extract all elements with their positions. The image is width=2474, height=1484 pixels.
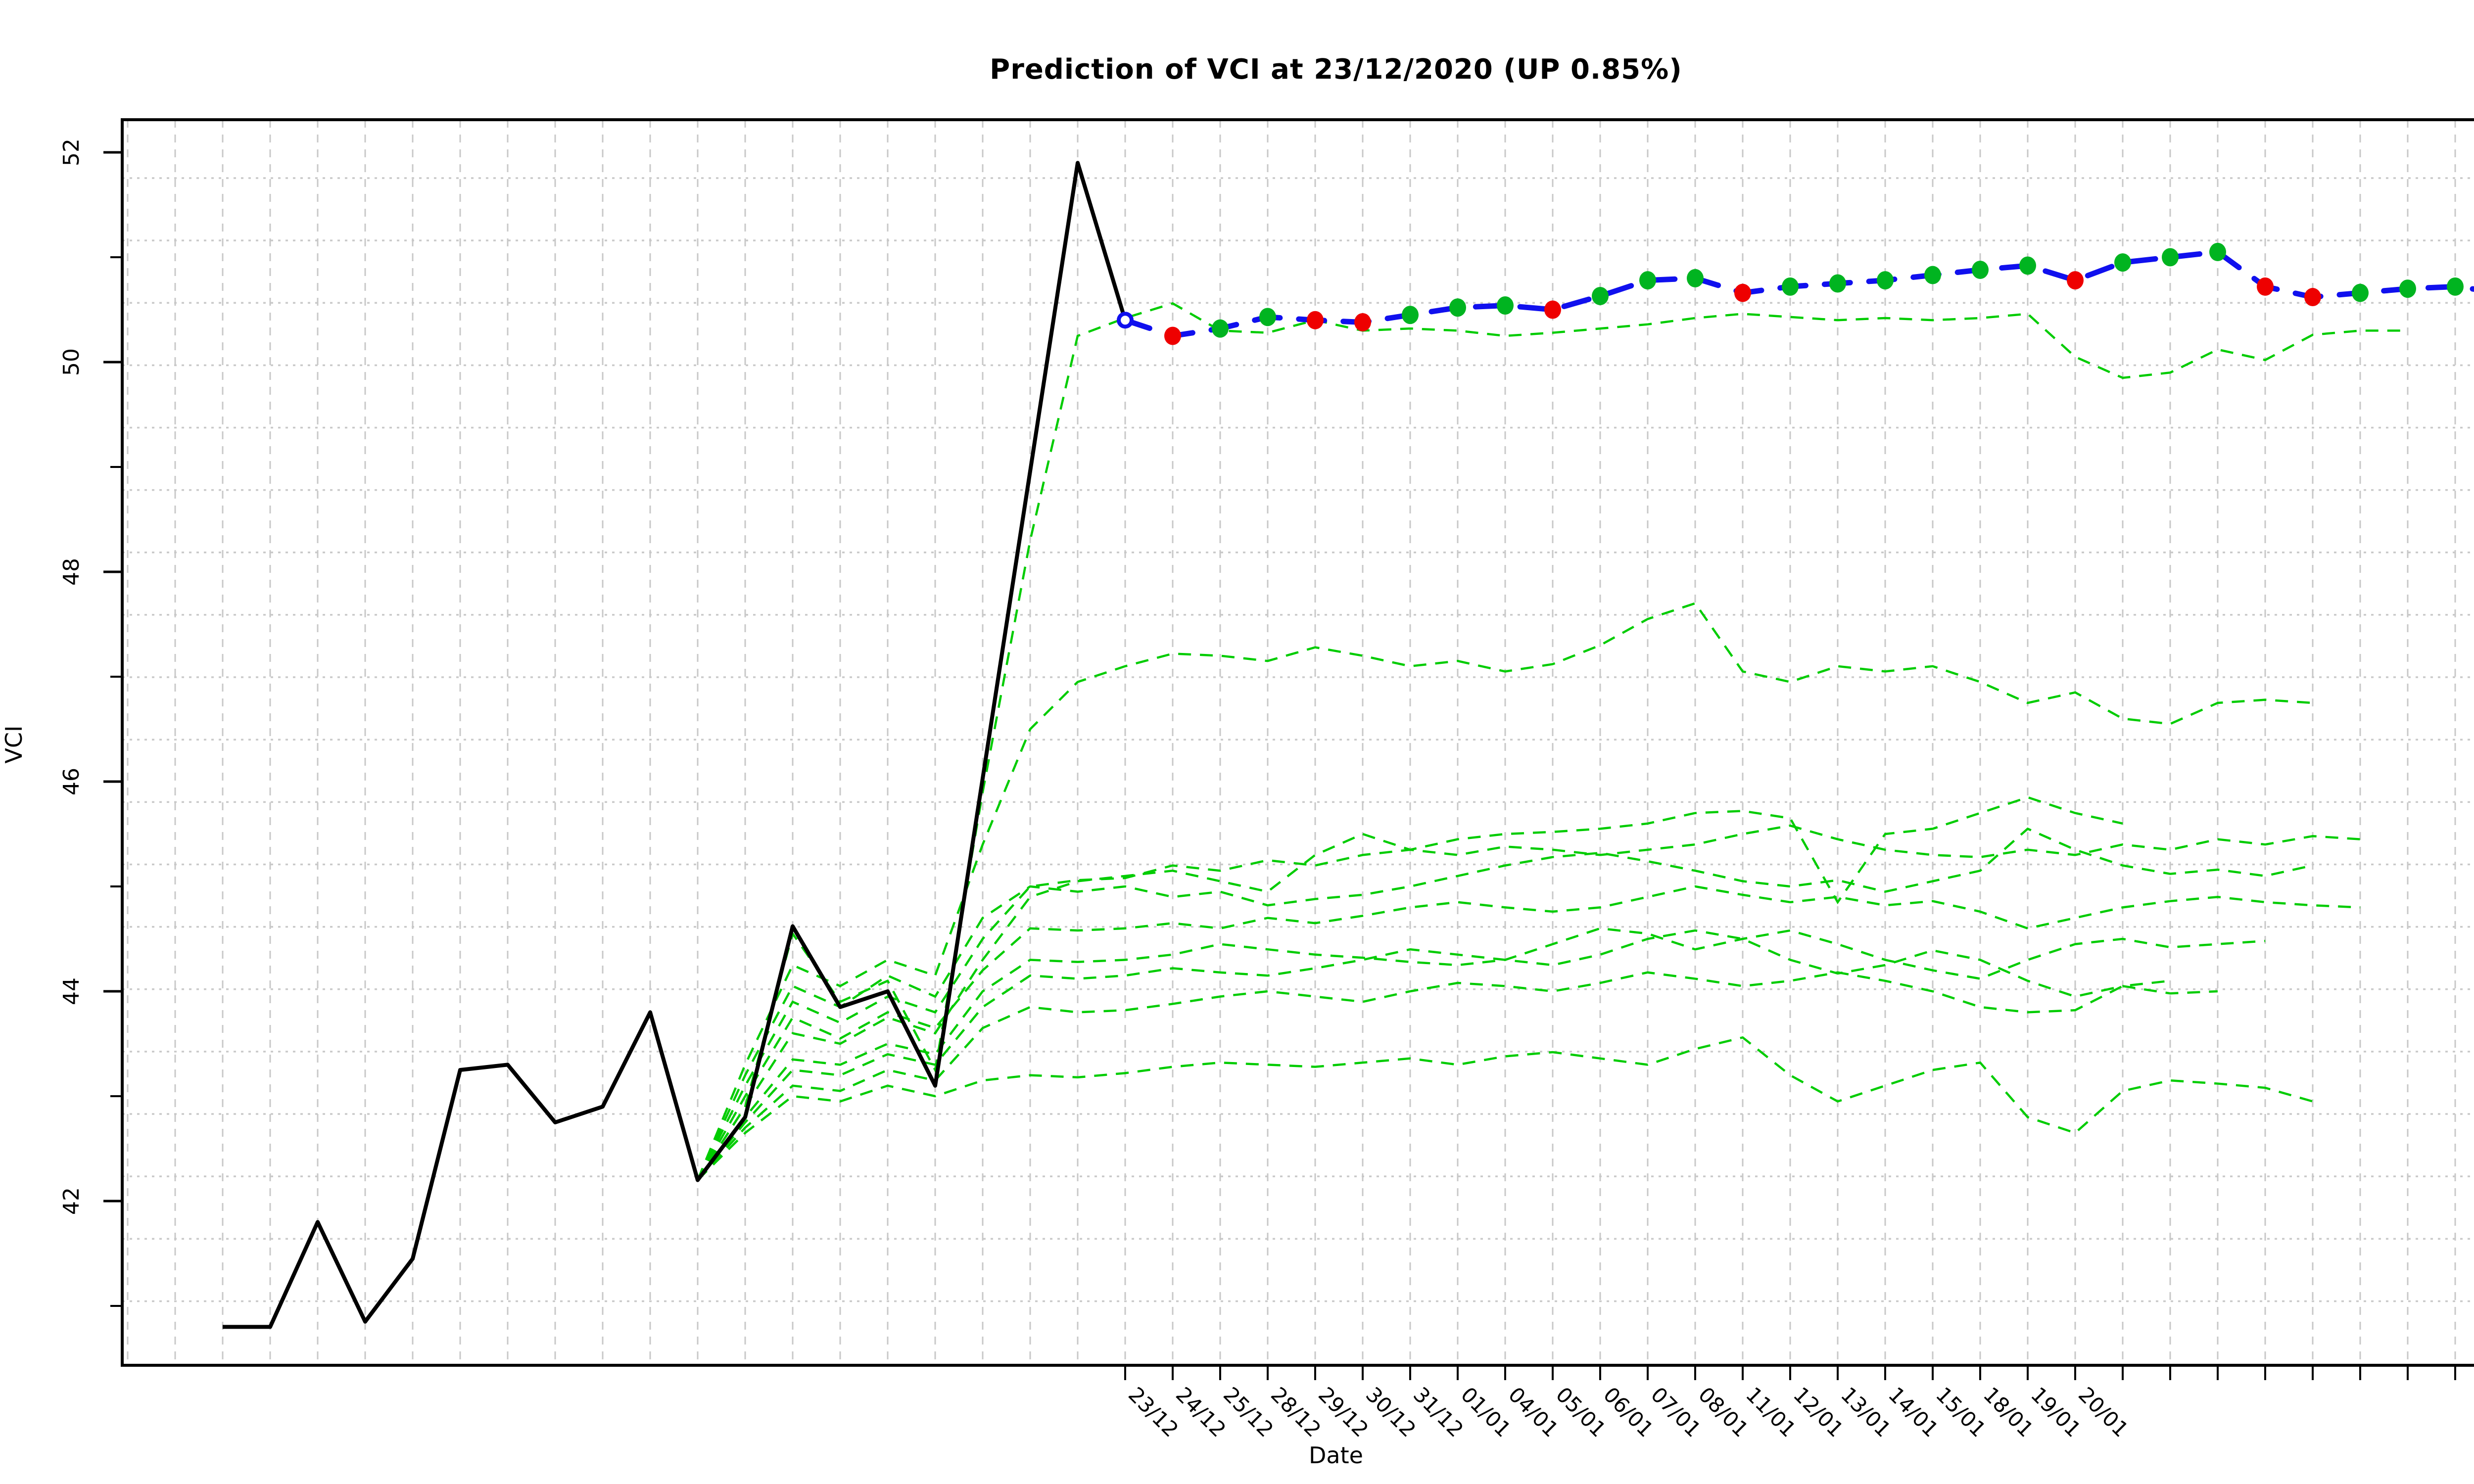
prediction-marker-down: [1164, 326, 1181, 345]
prediction-marker-up: [1924, 266, 1941, 284]
x-tick-label: 08/01: [1694, 1382, 1753, 1441]
x-tick-label: 01/01: [1456, 1382, 1516, 1441]
prediction-marker-down: [1734, 283, 1751, 302]
x-tick-label: 12/01: [1789, 1382, 1848, 1441]
prediction-marker-down: [2067, 271, 2084, 290]
x-tick-label: 04/01: [1504, 1382, 1563, 1441]
prediction-marker-up: [1972, 260, 1989, 279]
prediction-marker-up: [1829, 274, 1846, 293]
x-tick-label: 15/01: [1931, 1382, 1991, 1441]
plot-frame: [121, 118, 2474, 1367]
prediction-marker-up: [2352, 283, 2369, 302]
y-axis-title: VCI: [0, 725, 27, 764]
x-tick-label: 14/01: [1884, 1382, 1943, 1441]
simulation-line-10: [697, 885, 2361, 1181]
y-tick-label: 42: [59, 1187, 84, 1215]
prediction-start-marker: [1117, 312, 1134, 329]
x-tick-label: 18/01: [1979, 1382, 2038, 1441]
prediction-marker-up: [2399, 279, 2416, 298]
prediction-marker-up: [2209, 242, 2226, 261]
prediction-marker-up: [1259, 308, 1276, 326]
x-tick-label: 20/01: [2074, 1382, 2133, 1441]
prediction-marker-down: [2257, 277, 2274, 296]
prediction-marker-up: [1497, 296, 1514, 315]
x-tick-label: 05/01: [1551, 1382, 1611, 1441]
y-tick-label: 46: [59, 768, 84, 795]
x-tick-label: 06/01: [1599, 1382, 1658, 1441]
x-tick-label: 23/12: [1124, 1382, 1183, 1441]
prediction-line: [1122, 249, 2474, 339]
prediction-marker-up: [1402, 306, 1419, 325]
y-tick-label: 52: [59, 139, 84, 166]
simulation-line-1: [697, 302, 2408, 1181]
simulation-line-6: [697, 927, 2266, 1181]
prediction-marker-down: [1307, 311, 1324, 329]
x-tick-label: 28/12: [1266, 1382, 1326, 1441]
x-tick-label: 11/01: [1741, 1382, 1801, 1441]
simulation-line-9: [697, 1036, 2313, 1181]
historical-line: [223, 161, 1127, 1329]
prediction-marker-down: [1354, 313, 1371, 331]
simulation-line-8: [697, 971, 2171, 1181]
x-tick-label: 19/01: [2026, 1382, 2086, 1441]
prediction-marker-up: [2162, 248, 2179, 267]
prediction-marker-up: [1877, 271, 1894, 290]
prediction-marker-up: [1592, 286, 1609, 305]
x-tick-label: 13/01: [1836, 1382, 1896, 1441]
y-tick-label: 50: [59, 348, 84, 376]
x-tick-label: 29/12: [1314, 1382, 1373, 1441]
prediction-marker-up: [1687, 269, 1704, 287]
prediction-marker-up: [1639, 271, 1656, 290]
prediction-marker-up: [1782, 277, 1799, 296]
prediction-marker-down: [1544, 300, 1561, 319]
x-axis-title: Date: [1309, 1442, 1363, 1469]
y-tick-label: 44: [59, 977, 84, 1005]
simulation-line-5: [696, 827, 2313, 1181]
x-tick-label: 24/12: [1171, 1382, 1231, 1441]
chart-title: Prediction of VCI at 23/12/2020 (UP 0.85…: [990, 53, 1682, 86]
prediction-marker-up: [2114, 253, 2131, 272]
x-tick-label: 25/12: [1219, 1382, 1278, 1441]
simulation-line-7: [697, 929, 2218, 1181]
prediction-marker-up: [1449, 298, 1466, 317]
prediction-marker-up: [1212, 319, 1229, 338]
prediction-marker-up: [2447, 277, 2464, 296]
x-tick-label: 30/12: [1361, 1382, 1421, 1441]
x-tick-label: 07/01: [1646, 1382, 1706, 1441]
prediction-marker-down: [2304, 288, 2321, 307]
y-tick-label: 48: [59, 558, 84, 586]
prediction-marker-up: [2019, 256, 2036, 275]
x-tick-label: 31/12: [1409, 1382, 1468, 1441]
